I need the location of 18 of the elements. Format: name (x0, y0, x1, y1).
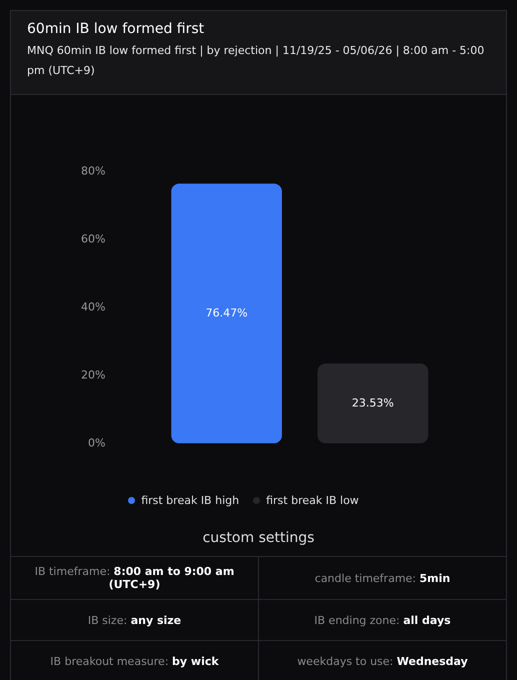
text: IB timeframe: 8:00 am to 9:00 am (UTC+9) (34, 565, 234, 591)
chart-title: 60min IB low formed first (27, 21, 206, 37)
y-tick-label: 80% (80, 164, 106, 178)
data-label: 23.53% (352, 396, 394, 410)
y-tick-label: 40% (80, 300, 106, 314)
text: IB size: any size (88, 614, 182, 626)
text: weekdays to use: Wednesday (297, 654, 468, 668)
y-tick-label: 0% (88, 436, 106, 450)
y-tick-label: 60% (80, 232, 106, 246)
text: custom settings (202, 529, 316, 548)
text: candle timeframe: 5min (314, 572, 450, 584)
data-label: 76.47% (206, 306, 248, 320)
text: IB ending zone: all days (314, 614, 451, 626)
chart-subtitle: MNQ 60min IB low formed first | by rejection | 11/19/25 - 05/06/26 | 8:00 am - 5:00 pm (UTC+9) (27, 43, 486, 79)
text: IB breakout measure: by wick (50, 654, 219, 668)
y-tick-label: 20% (80, 368, 106, 382)
x-tick-label: first break IB low (266, 494, 359, 506)
x-tick-label: first break IB high (141, 494, 240, 506)
